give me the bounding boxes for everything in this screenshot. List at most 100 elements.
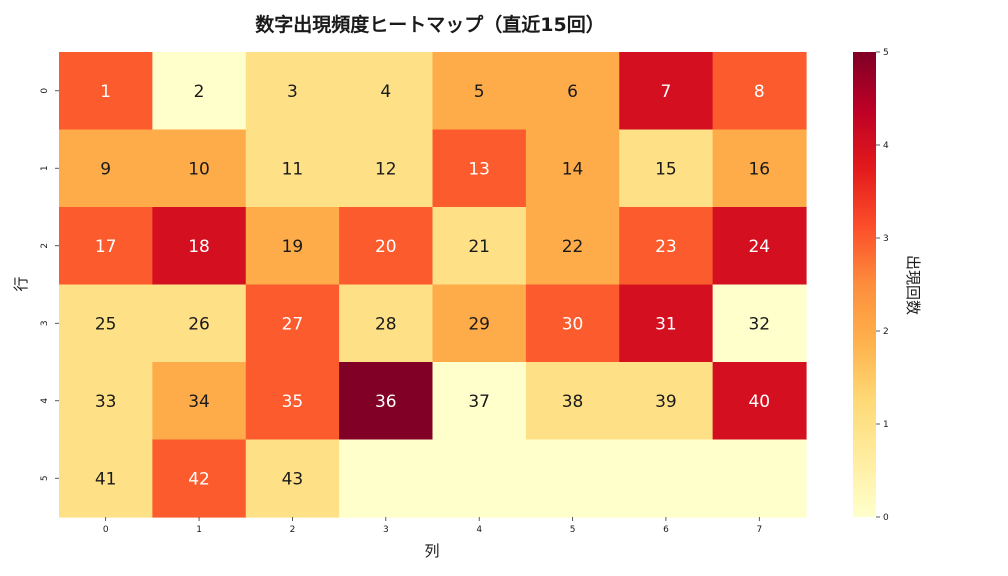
cell-label: 31 — [655, 314, 677, 334]
heatmap-cell — [712, 52, 807, 131]
heatmap-cell — [245, 129, 340, 208]
cell-label: 23 — [655, 237, 677, 257]
cell-label: 17 — [95, 237, 117, 257]
heatmap-cell — [432, 439, 527, 518]
x-axis-ticks: 0 1 2 3 4 5 6 7 — [103, 517, 762, 535]
y-axis-ticks: 0 1 2 3 4 5 — [40, 88, 59, 481]
cell-label: 9 — [100, 159, 111, 179]
heatmap-cell — [525, 52, 620, 131]
colorbar-tick-label: 0 — [883, 513, 889, 523]
y-tick-label: 1 — [40, 165, 50, 171]
cell-label: 11 — [282, 159, 304, 179]
cell-label: 1 — [100, 82, 111, 102]
heatmap-cell — [339, 362, 434, 441]
x-tick-label: 2 — [290, 525, 296, 535]
heatmap-cell — [339, 439, 434, 518]
cell-label: 39 — [655, 392, 677, 412]
cell-label: 13 — [468, 159, 490, 179]
heatmap-cell — [619, 129, 714, 208]
cell-label: 24 — [748, 237, 770, 257]
heatmap-cell — [245, 207, 340, 286]
cell-label: 37 — [468, 392, 490, 412]
y-tick-label: 3 — [40, 320, 50, 326]
heatmap-cell — [339, 207, 434, 286]
colorbar-label: 出現回数 — [904, 255, 922, 315]
cell-label: 43 — [282, 469, 304, 489]
heatmap-cell — [152, 362, 247, 441]
cell-label: 7 — [661, 82, 672, 102]
heatmap-cell — [152, 207, 247, 286]
heatmap-cell — [245, 439, 340, 518]
cell-label: 34 — [188, 392, 210, 412]
cell-label: 14 — [562, 159, 584, 179]
x-tick-label: 3 — [383, 525, 389, 535]
cell-label: 18 — [188, 237, 210, 257]
heatmap-cell — [712, 129, 807, 208]
y-axis-label: 行 — [12, 276, 30, 291]
cell-label: 26 — [188, 314, 210, 334]
cell-label: 8 — [754, 82, 765, 102]
heatmap-cell — [245, 284, 340, 363]
heatmap-cell — [59, 284, 153, 363]
heatmap-cell — [245, 362, 340, 441]
cell-label: 28 — [375, 314, 397, 334]
colorbar-tick-label: 4 — [883, 141, 889, 151]
x-tick-label: 0 — [103, 525, 109, 535]
heatmap-cell — [525, 129, 620, 208]
heatmap-cell — [712, 207, 807, 286]
cell-label: 16 — [748, 159, 770, 179]
heatmap-cell — [59, 439, 153, 518]
chart-title: 数字出現頻度ヒートマップ（直近15回） — [255, 13, 604, 36]
heatmap-cell — [525, 439, 620, 518]
cell-label: 5 — [474, 82, 485, 102]
heatmap-cell — [525, 362, 620, 441]
cell-label: 4 — [380, 82, 391, 102]
colorbar — [853, 52, 876, 517]
heatmap-cell — [432, 362, 527, 441]
heatmap-cell — [339, 284, 434, 363]
heatmap-cell — [59, 207, 153, 286]
x-axis-label: 列 — [424, 542, 439, 560]
heatmap-cell — [432, 52, 527, 131]
heatmap-cell — [152, 52, 247, 131]
cell-label: 35 — [282, 392, 304, 412]
cell-label: 20 — [375, 237, 397, 257]
heatmap-cell — [245, 52, 340, 131]
cell-label: 41 — [95, 469, 117, 489]
heatmap-cell — [152, 439, 247, 518]
cell-label: 21 — [468, 237, 490, 257]
heatmap-cell — [619, 284, 714, 363]
heatmap-cell — [619, 207, 714, 286]
colorbar-tick-label: 2 — [883, 327, 889, 337]
heatmap-cell — [59, 362, 153, 441]
cell-label: 22 — [562, 237, 584, 257]
heatmap-cell — [152, 129, 247, 208]
cell-label: 19 — [282, 237, 304, 257]
cell-label: 33 — [95, 392, 117, 412]
colorbar-tick-label: 5 — [883, 48, 889, 58]
heatmap-cell — [525, 207, 620, 286]
cell-label: 10 — [188, 159, 210, 179]
heatmap-cell — [339, 129, 434, 208]
heatmap-cell — [339, 52, 434, 131]
heatmap-cell — [712, 362, 807, 441]
heatmap-cell — [432, 207, 527, 286]
y-tick-label: 0 — [40, 88, 50, 94]
cell-label: 32 — [748, 314, 770, 334]
heatmap-cell — [152, 284, 247, 363]
cell-label: 12 — [375, 159, 397, 179]
heatmap-cell — [59, 52, 153, 131]
cell-label: 3 — [287, 82, 298, 102]
cell-label: 27 — [282, 314, 304, 334]
x-tick-label: 6 — [663, 525, 669, 535]
cell-label: 6 — [567, 82, 578, 102]
y-tick-label: 2 — [40, 243, 50, 249]
heatmap-cell — [712, 284, 807, 363]
colorbar-tick-label: 1 — [883, 420, 889, 430]
cell-label: 2 — [194, 82, 205, 102]
cell-label: 30 — [562, 314, 584, 334]
heatmap-cell — [619, 439, 714, 518]
heatmap-cell — [712, 439, 807, 518]
